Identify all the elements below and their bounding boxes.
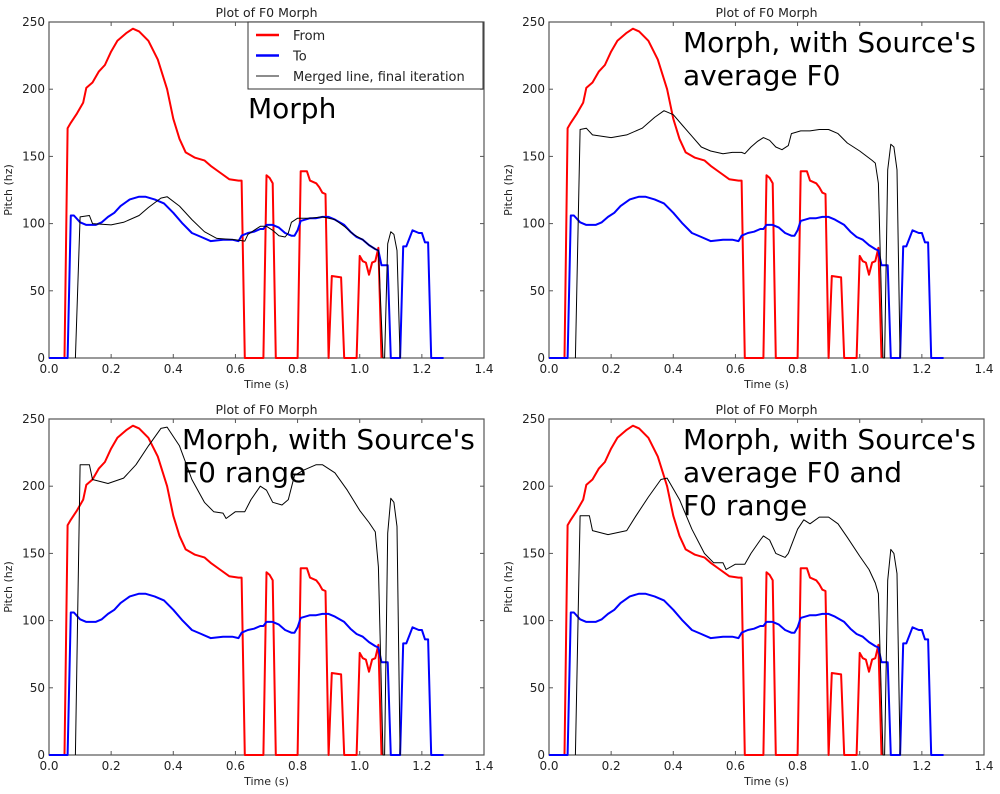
- annotation-text: F0 range: [182, 456, 306, 489]
- series-line-to: [549, 195, 944, 359]
- series-line-merged: [574, 477, 901, 756]
- series-line-from: [49, 424, 383, 756]
- x-tick-label: 0.6: [226, 362, 245, 376]
- x-tick-label: 0.6: [226, 759, 245, 773]
- y-tick-label: 250: [22, 412, 45, 426]
- x-tick-label: 0.2: [102, 759, 121, 773]
- series-line-merged: [74, 196, 401, 359]
- x-tick-label: 1.4: [474, 362, 493, 376]
- x-tick-label: 0.8: [288, 759, 307, 773]
- x-tick-label: 0.2: [602, 362, 621, 376]
- y-axis-label: Pitch (hz): [502, 561, 515, 613]
- y-tick-label: 100: [522, 614, 545, 628]
- legend: From To Merged line, final iteration: [247, 21, 484, 90]
- y-tick-label: 50: [30, 681, 45, 695]
- y-tick-label: 150: [522, 546, 545, 560]
- series-line-from: [549, 424, 883, 756]
- y-tick-label: 100: [22, 217, 45, 231]
- x-tick-label: 0.4: [164, 759, 183, 773]
- y-axis-label: Pitch (hz): [2, 561, 15, 613]
- x-tick-label: 0.0: [39, 362, 58, 376]
- x-tick-label: 1.4: [474, 759, 493, 773]
- y-tick-label: 150: [522, 149, 545, 163]
- y-tick-label: 200: [522, 479, 545, 493]
- y-tick-label: 0: [37, 351, 45, 365]
- x-tick-label: 0.6: [726, 759, 745, 773]
- x-tick-label: 1.2: [912, 759, 931, 773]
- x-axis-label: Time (s): [743, 775, 789, 788]
- y-tick-label: 250: [522, 15, 545, 29]
- x-tick-label: 1.4: [974, 362, 993, 376]
- x-tick-label: 1.0: [350, 362, 369, 376]
- x-tick-label: 1.4: [974, 759, 993, 773]
- annotation-text: average F0 and: [683, 456, 902, 489]
- y-tick-label: 200: [22, 479, 45, 493]
- y-tick-label: 0: [537, 351, 545, 365]
- y-tick-label: 200: [522, 82, 545, 96]
- annotation-text: Morph: [248, 92, 336, 125]
- x-tick-label: 0.0: [539, 362, 558, 376]
- y-tick-label: 100: [22, 614, 45, 628]
- series-line-from: [49, 27, 383, 359]
- y-tick-label: 50: [530, 284, 545, 298]
- annotation-text: F0 range: [683, 489, 807, 522]
- legend-entry: To: [292, 50, 307, 65]
- y-tick-label: 50: [30, 284, 45, 298]
- series-line-to: [49, 592, 444, 756]
- y-tick-label: 250: [22, 15, 45, 29]
- y-tick-label: 100: [522, 217, 545, 231]
- series-line-to: [549, 592, 944, 756]
- x-tick-label: 0.2: [102, 362, 121, 376]
- x-tick-label: 0.8: [788, 759, 807, 773]
- series-line-merged: [574, 110, 901, 359]
- x-tick-label: 0.8: [288, 362, 307, 376]
- x-tick-label: 1.2: [912, 362, 931, 376]
- chart-title: Plot of F0 Morph: [715, 402, 817, 417]
- chart-panel-1: 0.0 0.2 0.4 0.6 0.8 1.0 1.2 1.4 0 50 100 150 200 250 P…: [2, 5, 494, 391]
- y-tick-label: 150: [22, 546, 45, 560]
- series-line-merged: [74, 426, 401, 756]
- y-tick-label: 0: [537, 748, 545, 762]
- legend-entry: From: [293, 29, 325, 44]
- chart-panel-4: 0.0 0.2 0.4 0.6 0.8 1.0 1.2 1.4 0 50 100 150 200 250 P…: [502, 402, 994, 788]
- series-line-to: [49, 195, 444, 359]
- annotation-text: Morph, with Source's: [182, 423, 475, 456]
- y-tick-label: 150: [22, 149, 45, 163]
- x-tick-label: 0.4: [664, 362, 683, 376]
- chart-title: Plot of F0 Morph: [215, 5, 317, 20]
- x-tick-label: 1.2: [412, 759, 431, 773]
- y-tick-label: 0: [37, 748, 45, 762]
- x-tick-label: 0.4: [664, 759, 683, 773]
- x-axis-label: Time (s): [243, 775, 289, 788]
- legend-entry: Merged line, final iteration: [293, 70, 465, 85]
- x-tick-label: 0.8: [788, 362, 807, 376]
- chart-panel-2: 0.0 0.2 0.4 0.6 0.8 1.0 1.2 1.4 0 50 100 150 200 250 P…: [502, 5, 994, 391]
- x-tick-label: 1.0: [850, 362, 869, 376]
- chart-panel-3: 0.0 0.2 0.4 0.6 0.8 1.0 1.2 1.4 0 50 100 150 200 250 P…: [2, 402, 494, 788]
- chart-title: Plot of F0 Morph: [215, 402, 317, 417]
- series-line-from: [549, 27, 883, 359]
- y-tick-label: 250: [522, 412, 545, 426]
- y-tick-label: 50: [530, 681, 545, 695]
- x-axis-label: Time (s): [743, 378, 789, 391]
- y-axis-label: Pitch (hz): [502, 164, 515, 216]
- x-tick-label: 0.2: [602, 759, 621, 773]
- y-axis-label: Pitch (hz): [2, 164, 15, 216]
- x-tick-label: 0.0: [39, 759, 58, 773]
- y-tick-label: 200: [22, 82, 45, 96]
- x-tick-label: 0.6: [726, 362, 745, 376]
- legend-box: [247, 21, 484, 90]
- x-tick-label: 1.2: [412, 362, 431, 376]
- x-tick-label: 0.4: [164, 362, 183, 376]
- x-tick-label: 0.0: [539, 759, 558, 773]
- annotation-text: Morph, with Source's: [683, 423, 976, 456]
- x-axis-label: Time (s): [243, 378, 289, 391]
- x-tick-label: 1.0: [350, 759, 369, 773]
- x-tick-label: 1.0: [850, 759, 869, 773]
- annotation-text: average F0: [683, 59, 840, 92]
- annotation-text: Morph, with Source's: [683, 26, 976, 59]
- chart-title: Plot of F0 Morph: [715, 5, 817, 20]
